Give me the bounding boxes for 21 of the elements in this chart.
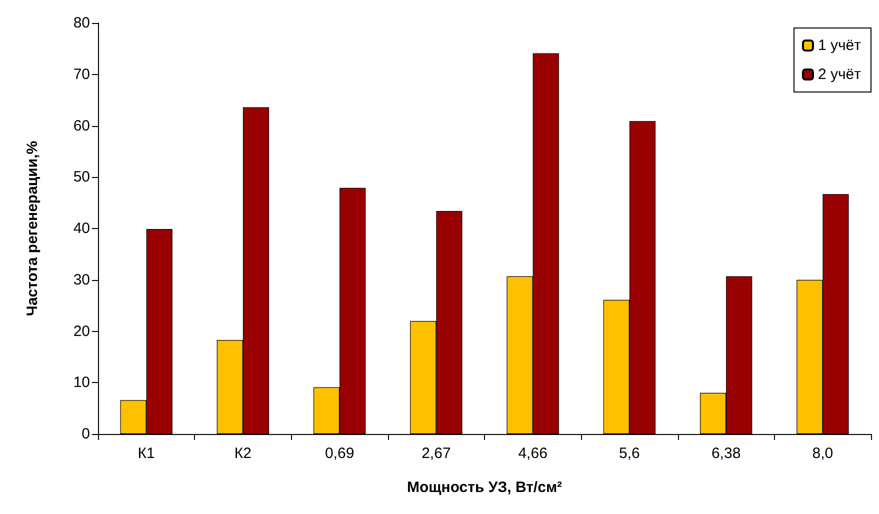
legend-label: 2 учёт [818,66,862,83]
x-tick-label: 0,69 [324,445,354,462]
x-tick-label: 8,0 [812,445,834,462]
x-tick-label: К2 [234,445,252,462]
y-tick-label: 30 [73,271,90,288]
y-axis-title: Частота регенерации,% [24,140,41,316]
x-tick-label: К1 [138,445,155,462]
x-tick-label: 5,6 [619,445,640,462]
legend-label: 1 учёт [818,37,862,54]
y-tick-label: 70 [73,66,90,83]
y-tick-label: 80 [73,14,90,32]
x-tick-label: 6,38 [711,445,741,462]
y-tick-label: 10 [73,374,90,392]
y-tick-label: 0 [82,426,90,442]
y-tick-label: 20 [73,322,90,340]
y-tick-label: 50 [73,168,90,186]
y-tick-label: 60 [73,117,90,134]
x-tick-label: 2,67 [422,445,451,462]
y-tick-label: 40 [73,220,90,237]
x-axis-title: Мощность УЗ, Вт/см² [406,479,562,496]
x-tick-label: 4,66 [518,445,548,462]
